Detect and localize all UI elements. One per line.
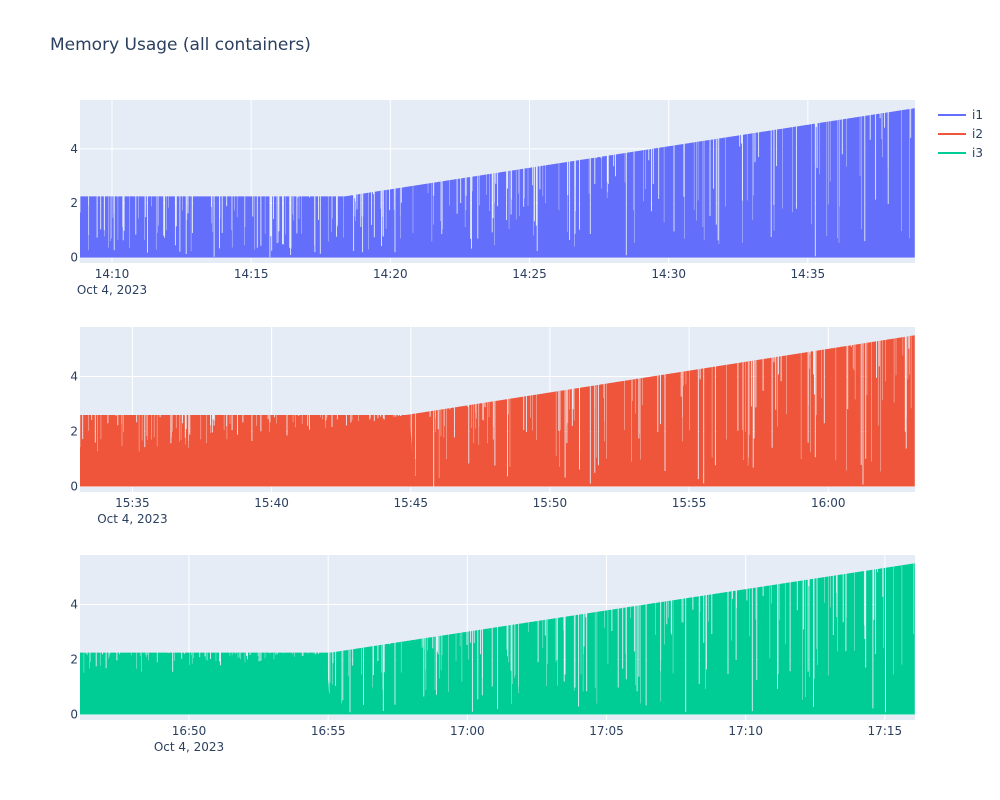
x-tick-label: 17:00 (450, 724, 485, 738)
legend-item-i1[interactable]: i1 (938, 108, 983, 122)
series-i2 (80, 335, 915, 487)
x-tick-label: 15:40 (254, 496, 289, 510)
series-line (80, 335, 915, 487)
subplot-3: 16:50 Oct 4, 2023 16:55 17:00 17:05 17:10 17:1… (70, 555, 915, 754)
x-tick-label: 16:00 (811, 496, 846, 510)
y-tick-label: 2 (70, 196, 78, 210)
y-tick-label: 2 (70, 653, 78, 667)
series-i1 (80, 108, 915, 258)
x-tick-label: 15:45 (393, 496, 428, 510)
y-tick-label: 0 (70, 480, 78, 494)
series-line (80, 108, 915, 258)
series-dropouts (83, 563, 914, 704)
subplots: 14:10 Oct 4, 2023 14:15 14:20 14:25 14:30 14:3… (70, 100, 915, 754)
x-tick-label: 17:15 (868, 724, 903, 738)
series-dropouts (80, 109, 910, 252)
x-tick-label: 14:15 (234, 267, 269, 281)
series-dropouts (80, 335, 912, 479)
y-tick-label: 0 (70, 251, 78, 265)
subplot-2: 15:35 Oct 4, 2023 15:40 15:45 15:50 15:55 16:0… (70, 327, 915, 526)
legend-item-i2[interactable]: i2 (938, 127, 983, 141)
series-line (80, 563, 915, 715)
legend: i1 i2 i3 (938, 108, 983, 160)
chart-title: Memory Usage (all containers) (50, 35, 311, 55)
x-tick-label: 14:30 (651, 267, 686, 281)
x-tick-label: 14:35 (791, 267, 826, 281)
x-tick-label: 15:55 (672, 496, 707, 510)
x-tick-label: 16:50 (172, 724, 207, 738)
legend-item-i3[interactable]: i3 (938, 146, 983, 160)
x-tick-label: 15:50 (533, 496, 568, 510)
legend-label: i1 (972, 108, 983, 122)
x-date-label: Oct 4, 2023 (97, 512, 167, 526)
legend-label: i2 (972, 127, 983, 141)
x-tick-label: 17:10 (728, 724, 763, 738)
x-tick-label: 17:05 (589, 724, 624, 738)
x-tick-label: 14:20 (373, 267, 408, 281)
legend-label: i3 (972, 146, 983, 160)
x-tick-label: 16:55 (311, 724, 346, 738)
series-i3 (80, 563, 915, 715)
y-tick-label: 4 (70, 142, 78, 156)
x-tick-label: 14:10 (95, 267, 130, 281)
y-tick-label: 4 (70, 598, 78, 612)
y-tick-label: 2 (70, 425, 78, 439)
x-tick-label: 14:25 (512, 267, 547, 281)
x-tick-label: 15:35 (115, 496, 150, 510)
y-tick-label: 4 (70, 370, 78, 384)
subplot-1: 14:10 Oct 4, 2023 14:15 14:20 14:25 14:30 14:3… (70, 100, 915, 297)
x-date-label: Oct 4, 2023 (77, 283, 147, 297)
y-tick-label: 0 (70, 708, 78, 722)
x-date-label: Oct 4, 2023 (154, 740, 224, 754)
